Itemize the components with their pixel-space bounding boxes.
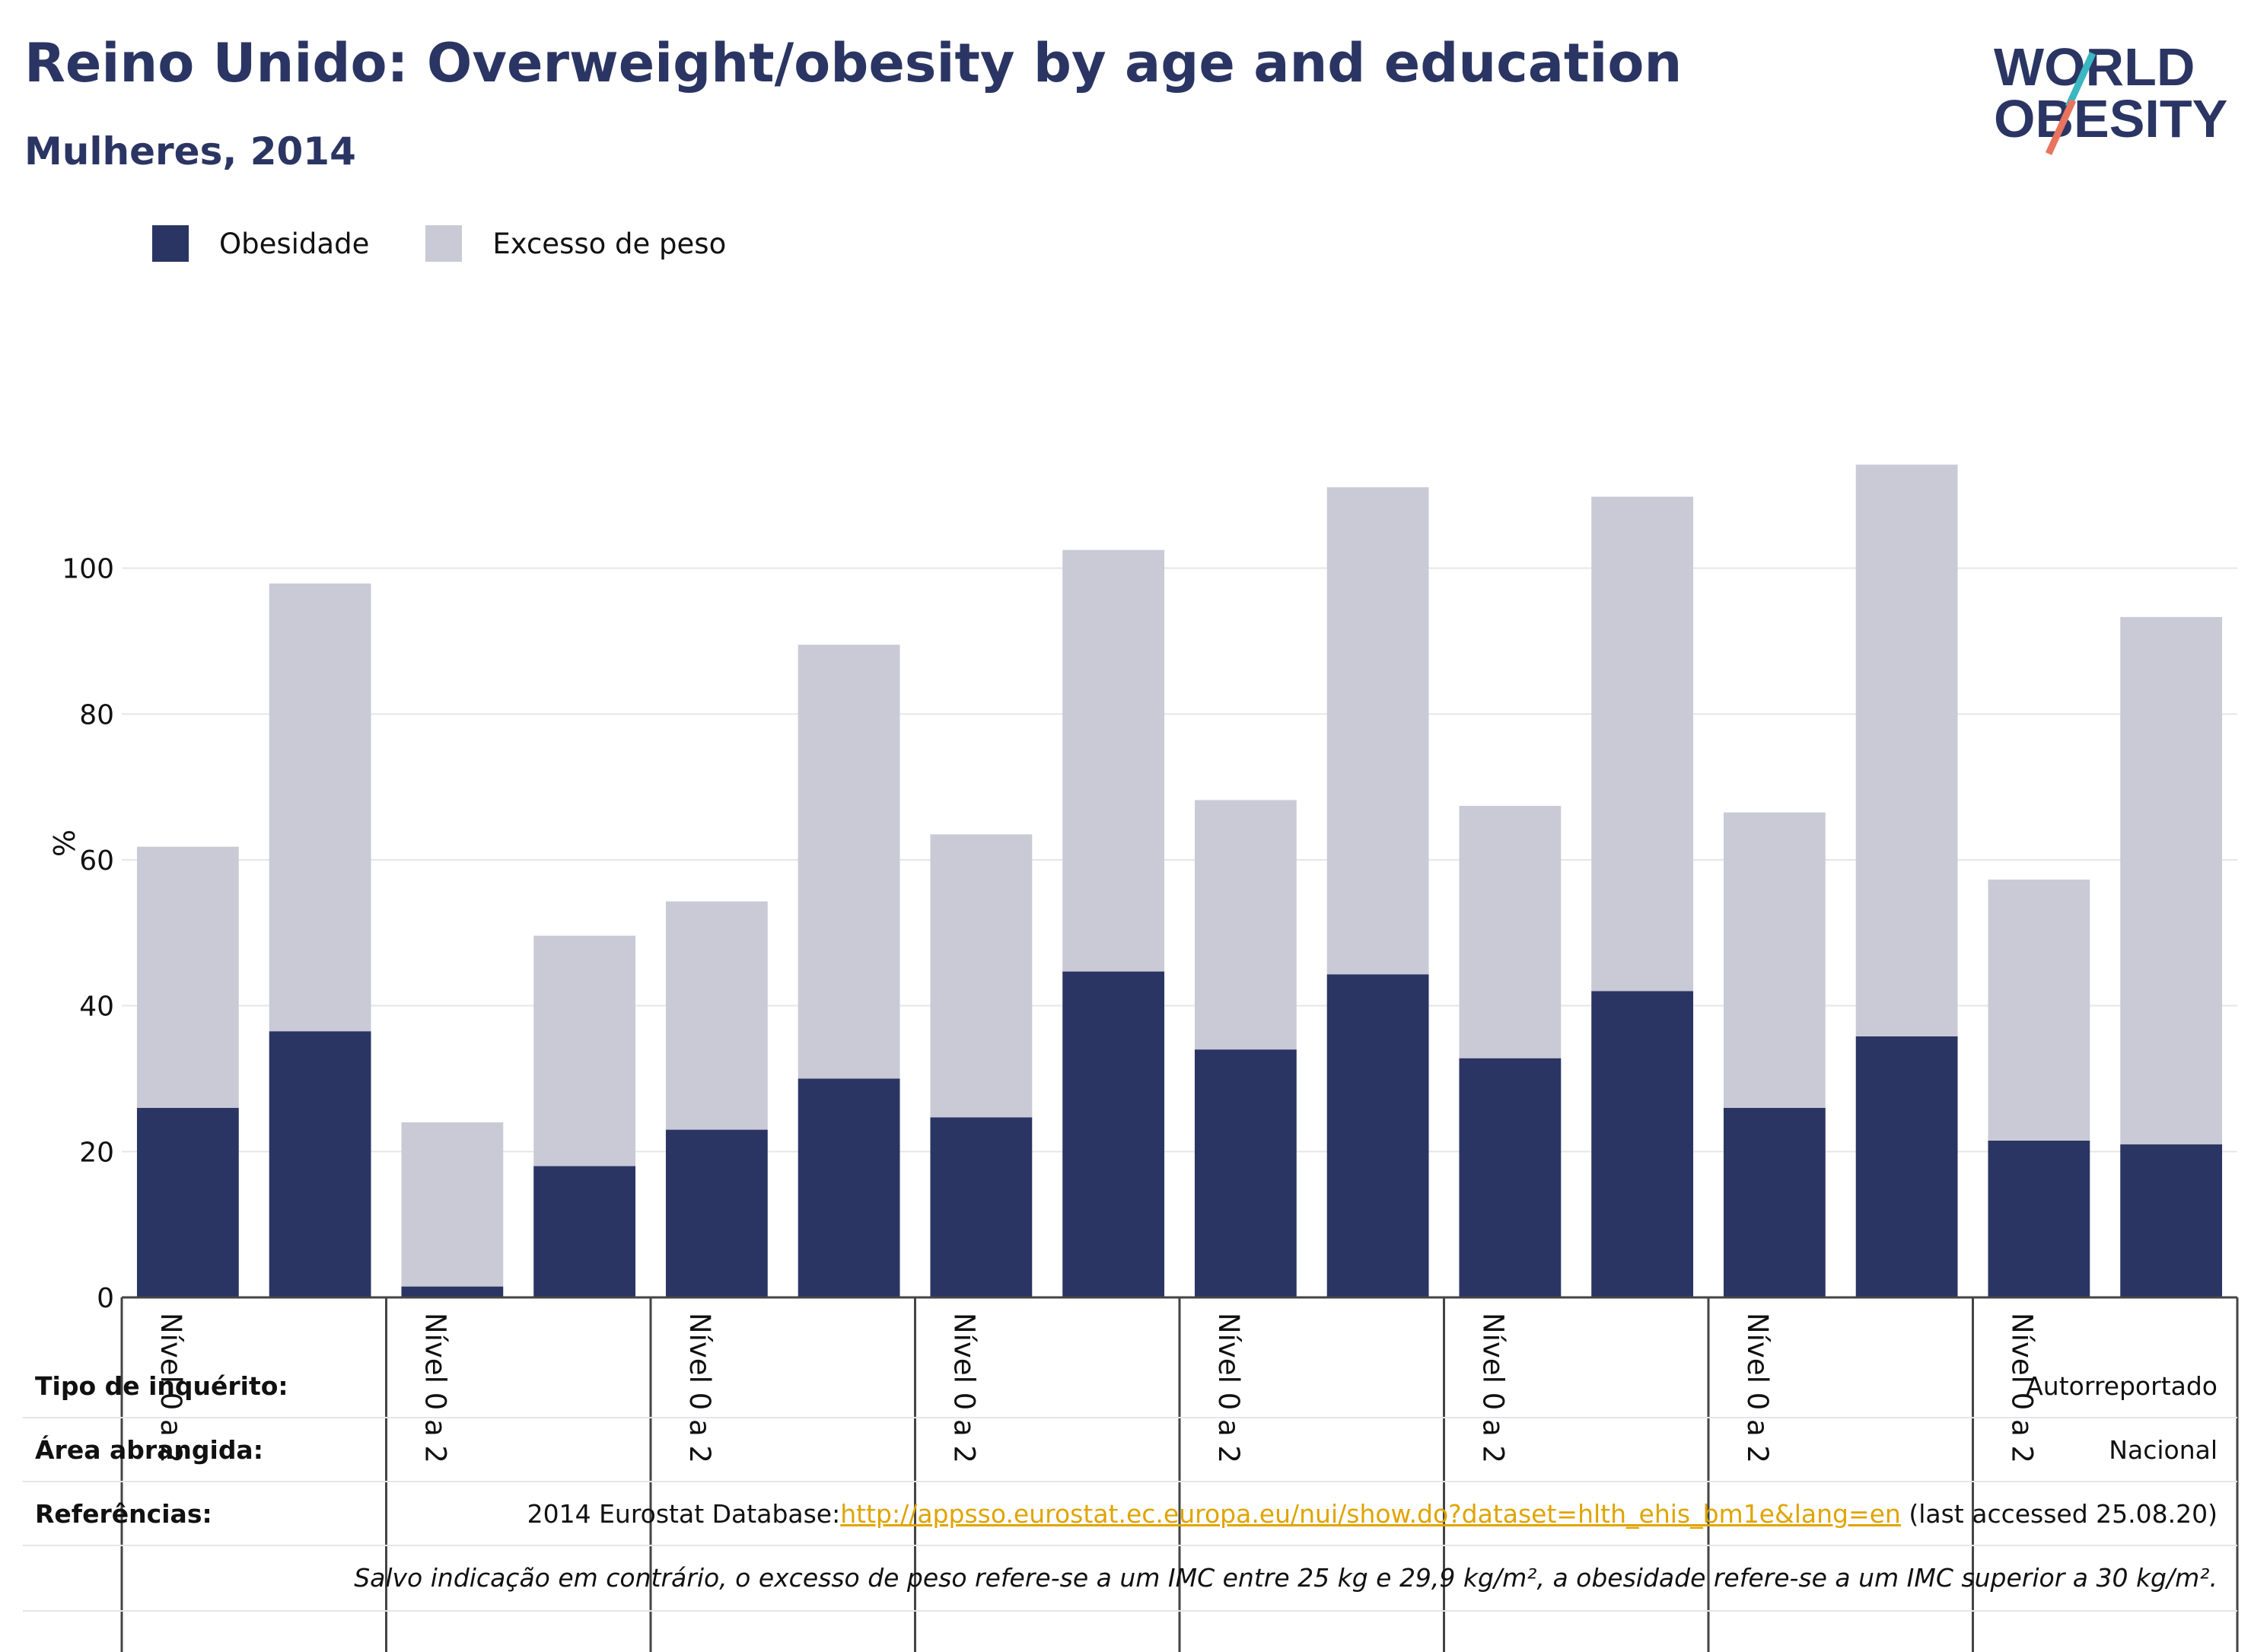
legend-swatch-overweight	[425, 225, 463, 262]
bar-obesity	[1591, 991, 1694, 1297]
survey-type-label: Tipo de inquérito:	[35, 1371, 288, 1401]
x-group-label: Nível 0 a 2	[683, 1313, 716, 1463]
bar-obesity	[930, 1117, 1033, 1297]
bar-obesity	[665, 1129, 768, 1297]
bar-overweight	[1459, 806, 1562, 1058]
references-prefix: 2014 Eurostat Database:	[527, 1499, 841, 1529]
footer-row-coverage: Área abrangida: Nacional	[0, 1418, 2251, 1481]
footer-divider	[23, 1545, 2237, 1546]
definition-note: Salvo indicação em contrário, o excesso …	[354, 1563, 2218, 1593]
bar-obesity	[1062, 971, 1165, 1297]
y-tick-label: 40	[79, 992, 114, 1023]
coverage-value: Nacional	[2109, 1435, 2218, 1465]
bar-obesity	[1723, 1107, 1826, 1297]
bar-overweight	[1591, 496, 1694, 992]
bar-obesity	[1194, 1049, 1297, 1297]
footer-row-survey: Tipo de inquérito: Autorreportado	[0, 1354, 2251, 1417]
bar-overweight	[1723, 812, 1826, 1108]
bar-overweight	[401, 1122, 504, 1287]
bar-overweight	[533, 935, 636, 1167]
logo-line2: OBESITY	[1994, 89, 2227, 148]
chart-footer: Tipo de inquérito: Autorreportado Área a…	[0, 1354, 2251, 1652]
x-group-label: Nível 0 a 2	[419, 1313, 452, 1463]
bar-obesity	[1326, 974, 1429, 1297]
bar-obesity	[1988, 1140, 2090, 1297]
x-group-label: Nível 0 a 2	[948, 1313, 981, 1463]
bar-overweight	[2120, 616, 2223, 1144]
survey-type-value: Autorreportado	[2026, 1371, 2218, 1401]
bar-obesity	[1459, 1058, 1562, 1297]
bar-obesity	[269, 1031, 371, 1297]
x-group-label: Nível 0 a 2	[1477, 1313, 1510, 1463]
legend-label-overweight: Excesso de peso	[492, 227, 727, 260]
footer-row-references: Referências: 2014 Eurostat Database:http…	[0, 1482, 2251, 1545]
chart-title: Reino Unido: Overweight/obesity by age a…	[24, 32, 1683, 94]
footer-divider	[23, 1610, 2237, 1612]
bar-overweight	[269, 583, 371, 1032]
bar-overweight	[1855, 464, 1958, 1036]
bar-obesity	[2120, 1144, 2223, 1297]
bar-overweight	[1988, 879, 2090, 1141]
y-tick-label: 0	[97, 1283, 114, 1314]
references-suffix: (last accessed 25.08.20)	[1900, 1499, 2218, 1529]
references-value: 2014 Eurostat Database:http://appsso.eur…	[527, 1499, 2218, 1529]
bar-overweight	[930, 834, 1033, 1118]
legend-swatch-obesity	[152, 225, 189, 262]
bar-overweight	[798, 645, 900, 1079]
bar-obesity	[401, 1286, 504, 1297]
y-tick-label: 100	[62, 554, 114, 585]
references-label: Referências:	[35, 1499, 212, 1529]
logo-slash-teal	[2065, 52, 2097, 108]
bar-overweight	[1326, 487, 1429, 975]
bar-overweight	[1194, 800, 1297, 1050]
footer-row-note: Salvo indicação em contrário, o excesso …	[0, 1546, 2251, 1609]
bar-obesity	[1855, 1036, 1958, 1297]
footer-divider	[23, 1481, 2237, 1482]
bar-obesity	[136, 1107, 239, 1297]
legend: Obesidade Excesso de peso	[152, 225, 782, 262]
coverage-label: Área abrangida:	[35, 1435, 263, 1465]
bar-obesity	[533, 1166, 636, 1297]
bar-overweight	[136, 846, 239, 1108]
logo-slash-coral	[2045, 99, 2077, 155]
y-tick-label: 20	[79, 1137, 114, 1168]
y-tick-label: 80	[79, 699, 114, 731]
references-link[interactable]: http://appsso.eurostat.ec.europa.eu/nui/…	[840, 1499, 1901, 1529]
chart-subtitle: Mulheres, 2014	[24, 129, 356, 173]
legend-label-obesity: Obesidade	[219, 227, 370, 260]
footer-divider	[23, 1417, 2237, 1418]
x-group-label: Nível 0 a 2	[154, 1313, 187, 1463]
x-group-label: Nível 0 a 2	[1212, 1313, 1245, 1463]
y-tick-label: 60	[79, 845, 114, 877]
x-group-label: Nível 0 a 2	[1741, 1313, 1774, 1463]
x-group-label: Nível 0 a 2	[2006, 1313, 2039, 1463]
world-obesity-logo: WORLD OBESITY	[1994, 37, 2227, 155]
y-axis-label: %	[46, 829, 80, 857]
bar-obesity	[798, 1078, 900, 1297]
logo-line1: WORLD	[1994, 37, 2195, 97]
bar-overweight	[1062, 549, 1165, 972]
bar-overweight	[665, 901, 768, 1130]
